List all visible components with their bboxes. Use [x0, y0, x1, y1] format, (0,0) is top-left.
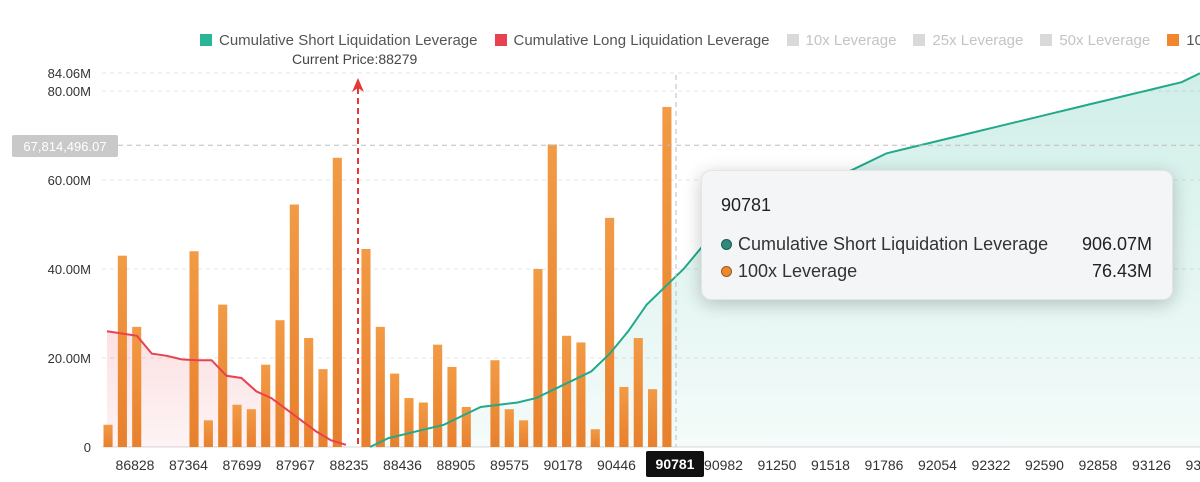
- crosshair-y-label: 67,814,496.07: [12, 135, 118, 157]
- legend-label: 100x: [1186, 31, 1200, 49]
- bar-100x[interactable]: [404, 398, 414, 447]
- bar-100x[interactable]: [304, 337, 314, 447]
- legend-item[interactable]: 25x Leverage: [913, 32, 1023, 49]
- bar-100x[interactable]: [504, 409, 514, 447]
- bar-100x[interactable]: [547, 144, 557, 447]
- legend-item[interactable]: 100x: [1167, 32, 1200, 49]
- bar-100x[interactable]: [447, 366, 457, 447]
- legend-swatch-icon: [786, 34, 799, 46]
- bar-100x[interactable]: [103, 424, 113, 447]
- bar-100x[interactable]: [562, 335, 572, 447]
- legend-swatch-icon: [913, 34, 926, 46]
- legend-item[interactable]: 10x Leverage: [786, 31, 897, 49]
- bar-100x[interactable]: [662, 106, 672, 447]
- bar-100x[interactable]: [203, 420, 213, 447]
- tooltip-row-short: Cumulative Short Liquidation Leverage 90…: [721, 233, 1152, 255]
- legend-label: 25x Leverage: [932, 31, 1024, 49]
- bar-100x[interactable]: [361, 249, 371, 447]
- legend-label: 50x Leverage: [1059, 31, 1151, 49]
- x-tick-label: 91518: [811, 457, 850, 473]
- x-tick-label: 90178: [544, 457, 583, 473]
- bar-100x[interactable]: [590, 429, 600, 447]
- x-tick-label: 88235: [330, 457, 369, 473]
- tooltip-row-value: 906.07M: [1081, 233, 1152, 254]
- legend-label: 10x Leverage: [805, 31, 897, 49]
- bar-100x[interactable]: [533, 269, 543, 447]
- bar-100x[interactable]: [605, 217, 615, 447]
- x-tick-label: 88905: [437, 457, 476, 473]
- y-tick-label: 60.00M: [48, 173, 91, 188]
- bar-100x[interactable]: [418, 402, 428, 447]
- x-tick-label: 92590: [1025, 457, 1064, 473]
- long-liquidation-line[interactable]: [106, 330, 347, 446]
- tooltip-panel: 90781 Cumulative Short Liquidation Lever…: [701, 170, 1173, 300]
- legend-swatch-icon: [494, 34, 507, 46]
- x-tick-label: 88436: [383, 457, 422, 473]
- bar-100x[interactable]: [576, 342, 586, 447]
- x-tick-label: 90446: [597, 457, 636, 473]
- bar-100x[interactable]: [619, 386, 629, 447]
- tooltip-row-label: 100x Leverage: [738, 260, 858, 281]
- legend-label: Cumulative Short Liquidation Leverage: [219, 31, 478, 49]
- x-tick-label: 89575: [490, 457, 529, 473]
- bar-100x[interactable]: [433, 344, 443, 447]
- x-tick-label: 87967: [276, 457, 315, 473]
- x-tick-label: 93126: [1132, 457, 1171, 473]
- bar-100x[interactable]: [519, 420, 529, 447]
- bar-100x[interactable]: [289, 204, 299, 447]
- legend-swatch-icon: [1167, 34, 1180, 46]
- teal-dot-icon: [721, 238, 732, 250]
- bar-100x[interactable]: [633, 337, 643, 447]
- tooltip-row-label: Cumulative Short Liquidation Leverage: [738, 233, 1049, 254]
- tooltip-row-value: 76.43M: [1091, 260, 1152, 281]
- bar-100x[interactable]: [332, 157, 342, 447]
- legend-swatch-icon: [200, 34, 212, 46]
- bar-100x[interactable]: [390, 373, 400, 447]
- orange-dot-icon: [721, 265, 732, 277]
- x-tick-label: 91250: [758, 457, 797, 473]
- bar-100x[interactable]: [246, 409, 256, 447]
- y-tick-label: 0: [84, 440, 91, 455]
- x-tick-label: 93396: [1186, 457, 1200, 473]
- x-tick-label: 87699: [223, 457, 262, 473]
- x-tick-label: 92322: [972, 457, 1011, 473]
- x-tick-label: 87364: [169, 457, 208, 473]
- chart-legend: Cumulative Short Liquidation Leverage Cum…: [200, 30, 1200, 50]
- arrow-up-icon: [352, 78, 364, 92]
- bar-100x[interactable]: [261, 364, 271, 447]
- x-tick-label: 90982: [704, 457, 743, 473]
- bar-100x[interactable]: [461, 406, 471, 447]
- tooltip-row-100x: 100x Leverage 76.43M: [721, 260, 1152, 282]
- y-tick-label: 20.00M: [48, 351, 91, 366]
- bar-100x[interactable]: [490, 360, 500, 447]
- current-price-label: Current Price:88279: [292, 51, 418, 67]
- x-tick-label: 91786: [865, 457, 904, 473]
- y-tick-label: 84.06M: [48, 66, 91, 81]
- x-tick-label: 92858: [1079, 457, 1118, 473]
- tooltip-title: 90781: [721, 195, 772, 215]
- legend-label: Cumulative Long Liquidation Leverage: [513, 31, 770, 49]
- bar-100x[interactable]: [375, 326, 385, 447]
- legend-swatch-icon: [1040, 34, 1053, 46]
- y-tick-label: 80.00M: [48, 84, 91, 99]
- bar-100x[interactable]: [648, 389, 658, 447]
- bar-100x[interactable]: [117, 255, 127, 447]
- legend-item[interactable]: Cumulative Long Liquidation Leverage: [494, 31, 770, 49]
- y-tick-label: 40.00M: [48, 262, 91, 277]
- bar-100x[interactable]: [275, 320, 285, 447]
- legend-item[interactable]: Cumulative Short Liquidation Leverage: [200, 32, 478, 49]
- bar-100x[interactable]: [232, 404, 242, 447]
- bar-100x[interactable]: [318, 369, 328, 447]
- bar-100x[interactable]: [132, 326, 142, 447]
- bar-100x[interactable]: [189, 251, 199, 447]
- x-tick-label: 92054: [918, 457, 957, 473]
- x-tick-label: 86828: [116, 457, 155, 473]
- bar-100x[interactable]: [218, 304, 228, 447]
- crosshair-x-label: 90781: [646, 451, 704, 477]
- legend-item[interactable]: 50x Leverage: [1040, 32, 1150, 49]
